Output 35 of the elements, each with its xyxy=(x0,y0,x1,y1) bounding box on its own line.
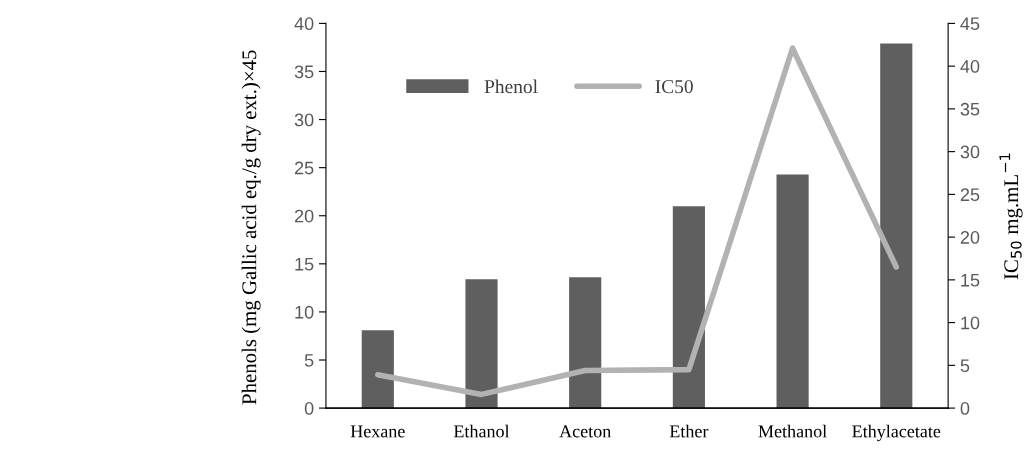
y2-tick-label: 5 xyxy=(960,359,970,373)
legend-label: Phenol xyxy=(484,79,538,94)
y-tick-label: 40 xyxy=(294,17,314,31)
y2-tick-label: 10 xyxy=(961,316,980,330)
x-tick-label: Aceton xyxy=(559,425,611,438)
y2-tick-label: 45 xyxy=(960,17,980,31)
y-axis-title: Phenols (mg Gallic acid eq./g dry ext.)×45 xyxy=(241,50,261,405)
y-tick-label: 20 xyxy=(294,209,314,223)
legend-label: IC50 xyxy=(655,80,693,94)
x-tick-label: Hexane xyxy=(350,425,405,438)
y-tick-label: 0 xyxy=(304,402,314,415)
x-tick-label: Ethanol xyxy=(453,424,510,438)
bar xyxy=(569,277,602,409)
y-tick-label: 25 xyxy=(294,161,314,175)
y-tick-label: 5 xyxy=(304,354,314,367)
x-tick-label: Methanol xyxy=(758,424,827,438)
bar xyxy=(465,279,498,409)
y2-tick-label: 20 xyxy=(960,231,980,244)
x-tick-label: Ether xyxy=(669,424,709,438)
y-tick-label: 30 xyxy=(294,113,314,127)
bar xyxy=(880,43,913,409)
bar xyxy=(672,206,705,409)
y2-axis-title: IC$_{50}$ mg.mL$^{−1}$ xyxy=(999,153,1023,280)
y2-tick-label: 35 xyxy=(960,102,980,116)
y2-tick-label: 0 xyxy=(960,402,970,415)
y2-tick-label: 25 xyxy=(960,188,980,202)
x-tick-label: Ethylacetate xyxy=(852,424,941,442)
bar xyxy=(361,330,394,409)
y2-tick-label: 15 xyxy=(961,273,980,287)
y2-tick-label: 40 xyxy=(960,60,980,73)
y2-tick-label: 30 xyxy=(960,145,980,159)
y-tick-label: 35 xyxy=(294,65,314,79)
bar xyxy=(776,174,809,409)
y-tick-label: 15 xyxy=(295,257,314,271)
y-tick-label: 10 xyxy=(295,305,314,319)
